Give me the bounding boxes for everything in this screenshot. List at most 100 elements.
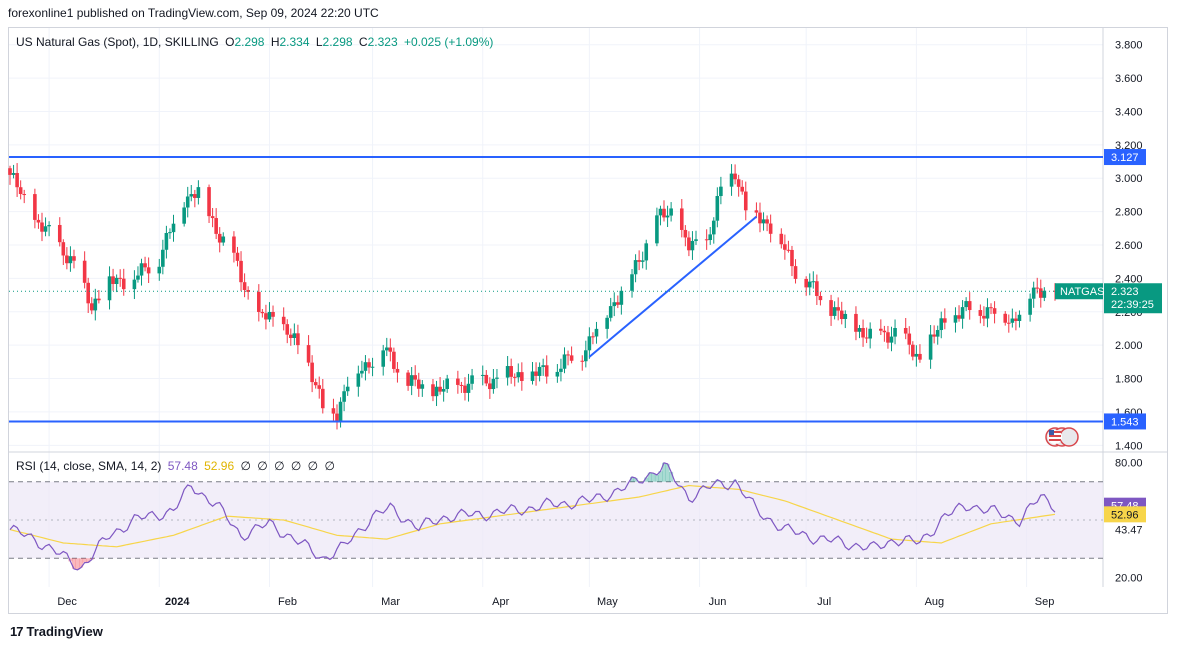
candle: [189, 185, 194, 202]
rsi-value: 57.48: [167, 459, 198, 473]
symbol-title: US Natural Gas (Spot), 1D, SKILLING: [16, 35, 219, 49]
candle: [534, 362, 538, 386]
candle: [911, 341, 915, 361]
candle: [463, 377, 467, 401]
candle: [40, 212, 44, 242]
candle: [196, 180, 201, 205]
candle: [879, 319, 883, 336]
candle: [271, 305, 275, 327]
price-tick-label: 3.400: [1115, 106, 1143, 118]
candle: [335, 404, 339, 430]
candle: [288, 328, 293, 346]
candle: [246, 286, 250, 300]
candle: [111, 268, 115, 291]
candle: [790, 245, 794, 277]
candle: [260, 308, 265, 318]
candle: [164, 225, 169, 259]
candle: [82, 251, 87, 289]
rsi-band-level-label: 43.47: [1115, 525, 1143, 537]
candle: [470, 368, 474, 390]
candle: [214, 208, 218, 240]
candle: [708, 226, 713, 245]
candle: [555, 364, 560, 383]
time-tick-label: Dec: [57, 596, 77, 608]
candle: [388, 338, 393, 362]
candle: [1006, 314, 1011, 333]
candle: [495, 369, 499, 389]
candle: [18, 180, 23, 200]
candle: [491, 368, 496, 394]
rsi-sma-tag-label: 52.96: [1111, 509, 1139, 521]
candle: [985, 298, 990, 328]
candle: [320, 379, 325, 414]
candle: [662, 200, 666, 222]
candle: [143, 256, 147, 272]
candle: [783, 234, 787, 260]
candle: [360, 360, 364, 378]
candle: [704, 229, 709, 250]
candle: [537, 362, 542, 382]
candle: [633, 254, 638, 283]
candle: [569, 346, 574, 364]
candle: [86, 277, 90, 313]
time-tick-label: Mar: [381, 596, 400, 608]
candle: [118, 269, 122, 287]
tradingview-logo[interactable]: 17 TradingView: [10, 624, 103, 639]
candle: [516, 363, 521, 383]
empty-value-2: ∅: [257, 459, 268, 473]
rsi-legend[interactable]: RSI (14, close, SMA, 14, 2) 57.48 52.96 …: [16, 459, 338, 473]
candle: [839, 301, 844, 325]
candle: [1003, 311, 1008, 326]
time-tick-label: Feb: [278, 596, 297, 608]
candle: [363, 355, 368, 381]
candle: [342, 384, 346, 412]
candle: [434, 380, 439, 407]
candles: [8, 163, 1057, 430]
candle: [182, 202, 186, 227]
high-value: 2.334: [279, 35, 310, 49]
candle: [185, 186, 190, 218]
candle: [157, 258, 162, 281]
candle: [608, 297, 613, 322]
candle: [11, 164, 16, 179]
rsi-sma-value: 52.96: [204, 459, 235, 473]
brand-name: TradingView: [26, 624, 103, 639]
price-tick-label: 2.600: [1115, 240, 1143, 252]
candle: [914, 345, 919, 367]
candle: [416, 372, 421, 397]
price-tick-label: 3.600: [1115, 73, 1143, 85]
rsi-sma-line: [9, 484, 1056, 548]
chart-frame[interactable]: [8, 27, 1168, 614]
candle: [480, 365, 485, 386]
candle: [861, 319, 865, 347]
candle: [459, 381, 464, 393]
candle: [964, 297, 968, 312]
last-price-tag: [1104, 283, 1162, 314]
trendline[interactable]: [588, 215, 758, 358]
candle: [907, 326, 912, 355]
candle: [644, 239, 649, 270]
price-tick-label: 3.000: [1115, 173, 1143, 185]
candle: [512, 373, 517, 387]
candle: [168, 228, 172, 239]
candle: [957, 305, 961, 322]
symbol-tag: [1055, 283, 1103, 300]
candle: [107, 266, 112, 310]
candle: [420, 380, 425, 397]
candle: [679, 199, 684, 238]
candle: [57, 217, 62, 247]
candle: [242, 273, 247, 298]
candle: [232, 231, 236, 263]
candle: [729, 164, 734, 196]
candle: [1014, 311, 1018, 331]
symbol-legend[interactable]: US Natural Gas (Spot), 1D, SKILLING O2.2…: [16, 35, 496, 49]
price-tick-label: 1.400: [1115, 440, 1143, 452]
candle: [1031, 281, 1036, 308]
candle: [886, 325, 890, 349]
candle: [978, 304, 983, 324]
candle: [395, 362, 400, 383]
flag-icon[interactable]: [1045, 427, 1079, 447]
candle: [939, 311, 944, 339]
candle: [370, 357, 375, 377]
